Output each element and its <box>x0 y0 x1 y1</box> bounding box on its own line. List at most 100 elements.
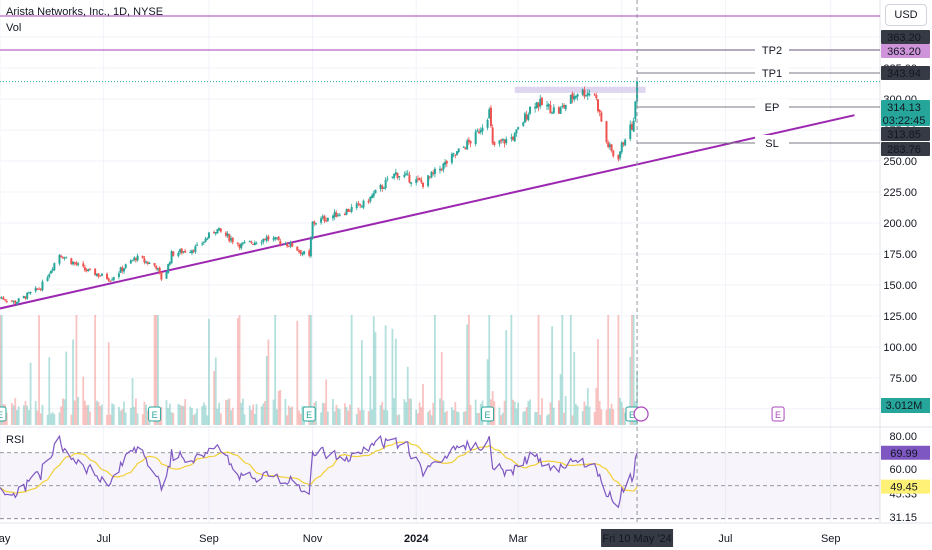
volume-bar <box>610 403 613 425</box>
candle-body <box>348 210 351 212</box>
volume-bar <box>585 405 588 425</box>
volume-bar <box>474 399 477 425</box>
candle-body <box>70 258 73 265</box>
candle-body <box>303 251 306 254</box>
volume-bar <box>323 403 326 425</box>
volume-bar <box>420 407 423 425</box>
candle-body <box>337 215 340 217</box>
price-tick-label: 225.00 <box>883 187 917 199</box>
volume-bar <box>500 415 503 425</box>
candle-body <box>48 274 51 278</box>
candle-body <box>177 252 180 257</box>
candle-body <box>83 267 86 271</box>
candle-body <box>274 237 277 240</box>
candle-body <box>455 151 458 155</box>
candle-body <box>428 176 431 178</box>
volume-bar <box>620 401 623 425</box>
currency-button[interactable]: USD <box>885 4 927 26</box>
price-tick-label: 250.00 <box>883 156 917 168</box>
candle-body <box>320 218 323 223</box>
volume-bar <box>522 411 525 425</box>
candle-body <box>612 150 615 157</box>
candle-body <box>111 279 114 281</box>
candle-body <box>216 229 219 234</box>
volume-bar <box>291 406 294 425</box>
candle-body <box>445 160 448 164</box>
candle-body <box>622 142 625 145</box>
candle-body <box>240 243 243 249</box>
time-tick-label: 2024 <box>404 533 429 545</box>
candle-body <box>439 168 441 171</box>
volume-bar <box>177 403 180 425</box>
volume-bar <box>427 411 430 425</box>
candle-body <box>607 142 610 148</box>
candle-body <box>253 242 256 246</box>
volume-bar <box>299 413 302 425</box>
candle-body <box>581 89 584 95</box>
candle-body <box>333 211 336 217</box>
candle-body <box>286 244 289 247</box>
volume-bar <box>58 412 61 425</box>
candle-body <box>24 296 27 299</box>
volume-bar <box>588 406 591 425</box>
candle-body <box>172 251 175 256</box>
volume-bar <box>243 414 246 425</box>
volume-bar <box>434 315 436 425</box>
candle-body <box>264 238 267 241</box>
volume-bar <box>143 401 146 425</box>
price-tag: 363.20 <box>887 32 921 44</box>
candle-body <box>343 214 346 216</box>
candle-body <box>121 267 124 272</box>
candle-body <box>367 200 370 203</box>
volume-legend[interactable]: Vol <box>6 22 22 34</box>
candle-body <box>297 250 300 252</box>
volume-bar <box>546 415 548 425</box>
volume-bar <box>559 374 562 425</box>
volume-bar <box>155 315 158 425</box>
candle-body <box>12 300 15 302</box>
candle-body <box>371 195 374 199</box>
candle-body <box>326 218 329 221</box>
volume-bar <box>84 400 86 425</box>
symbol-legend[interactable]: Arista Networks, Inc., 1D, NYSE <box>6 6 164 18</box>
candle-body <box>576 94 579 97</box>
candle-body <box>420 179 423 183</box>
candle-body <box>141 256 144 259</box>
volume-bar <box>571 415 574 425</box>
volume-bar <box>321 402 324 425</box>
candle-body <box>406 173 409 175</box>
price-tick-label: 200.00 <box>883 218 917 230</box>
volume-bar <box>129 407 132 425</box>
candle-body <box>394 172 397 175</box>
candle-body <box>546 105 549 107</box>
trade-level-label-ep: EP <box>765 102 780 114</box>
volume-bar <box>236 318 239 425</box>
volume-bar <box>403 399 406 425</box>
volume-bar <box>308 315 311 425</box>
price-tag-bg <box>881 30 930 44</box>
volume-bar <box>75 315 78 425</box>
candle-body <box>308 250 311 256</box>
volume-bar <box>333 411 336 425</box>
volume-bar <box>39 413 42 425</box>
volume-bar <box>636 370 638 425</box>
volume-bar <box>586 388 589 425</box>
candle-body <box>196 244 199 246</box>
candle-body <box>204 238 207 243</box>
volume-bar <box>16 410 18 425</box>
price-tag-bg <box>881 44 930 58</box>
volume-bar <box>10 403 13 425</box>
candle-body <box>230 238 233 241</box>
rsi-legend[interactable]: RSI <box>6 434 25 446</box>
candle-body <box>557 107 560 114</box>
candle-body <box>34 287 37 292</box>
resistance-zone <box>514 86 646 93</box>
volume-bar <box>14 398 17 425</box>
volume-bar <box>309 315 312 425</box>
volume-bar <box>106 414 108 425</box>
candle-body <box>279 241 282 245</box>
candle-body <box>213 232 216 234</box>
candle-body <box>359 203 362 206</box>
